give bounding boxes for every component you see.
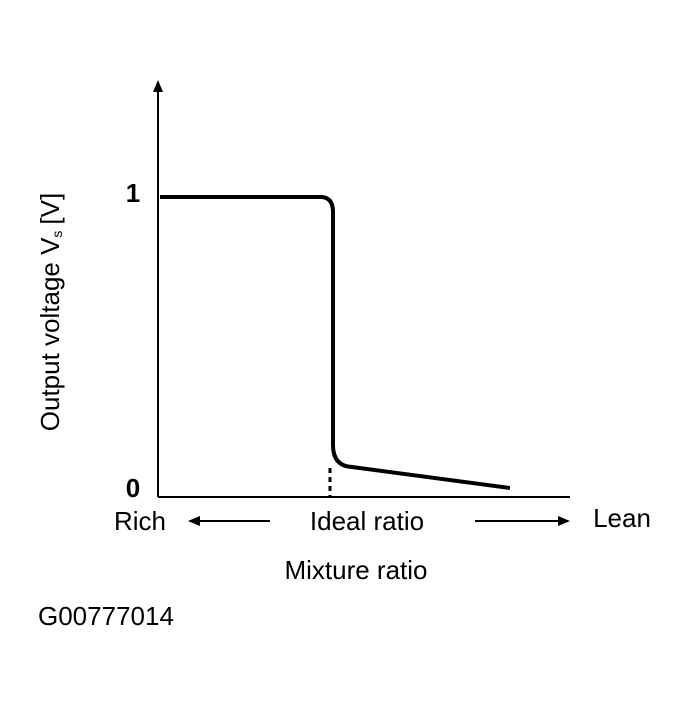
y-axis-label: Output voltage Vs [V]	[35, 193, 65, 431]
output-curve	[160, 195, 511, 490]
y-label-sub: s	[49, 231, 65, 238]
y-label-unit: [V]	[35, 193, 65, 225]
x-left-label: Rich	[114, 506, 166, 536]
x-center-label: Ideal ratio	[310, 506, 424, 536]
y-label-main: Output voltage V	[35, 237, 65, 431]
y-tick-label: 0	[126, 473, 140, 503]
x-right-label: Lean	[593, 503, 651, 533]
x-axis-label: Mixture ratio	[284, 555, 427, 585]
caption: G00777014	[38, 601, 174, 631]
y-tick-label: 1	[126, 178, 140, 208]
